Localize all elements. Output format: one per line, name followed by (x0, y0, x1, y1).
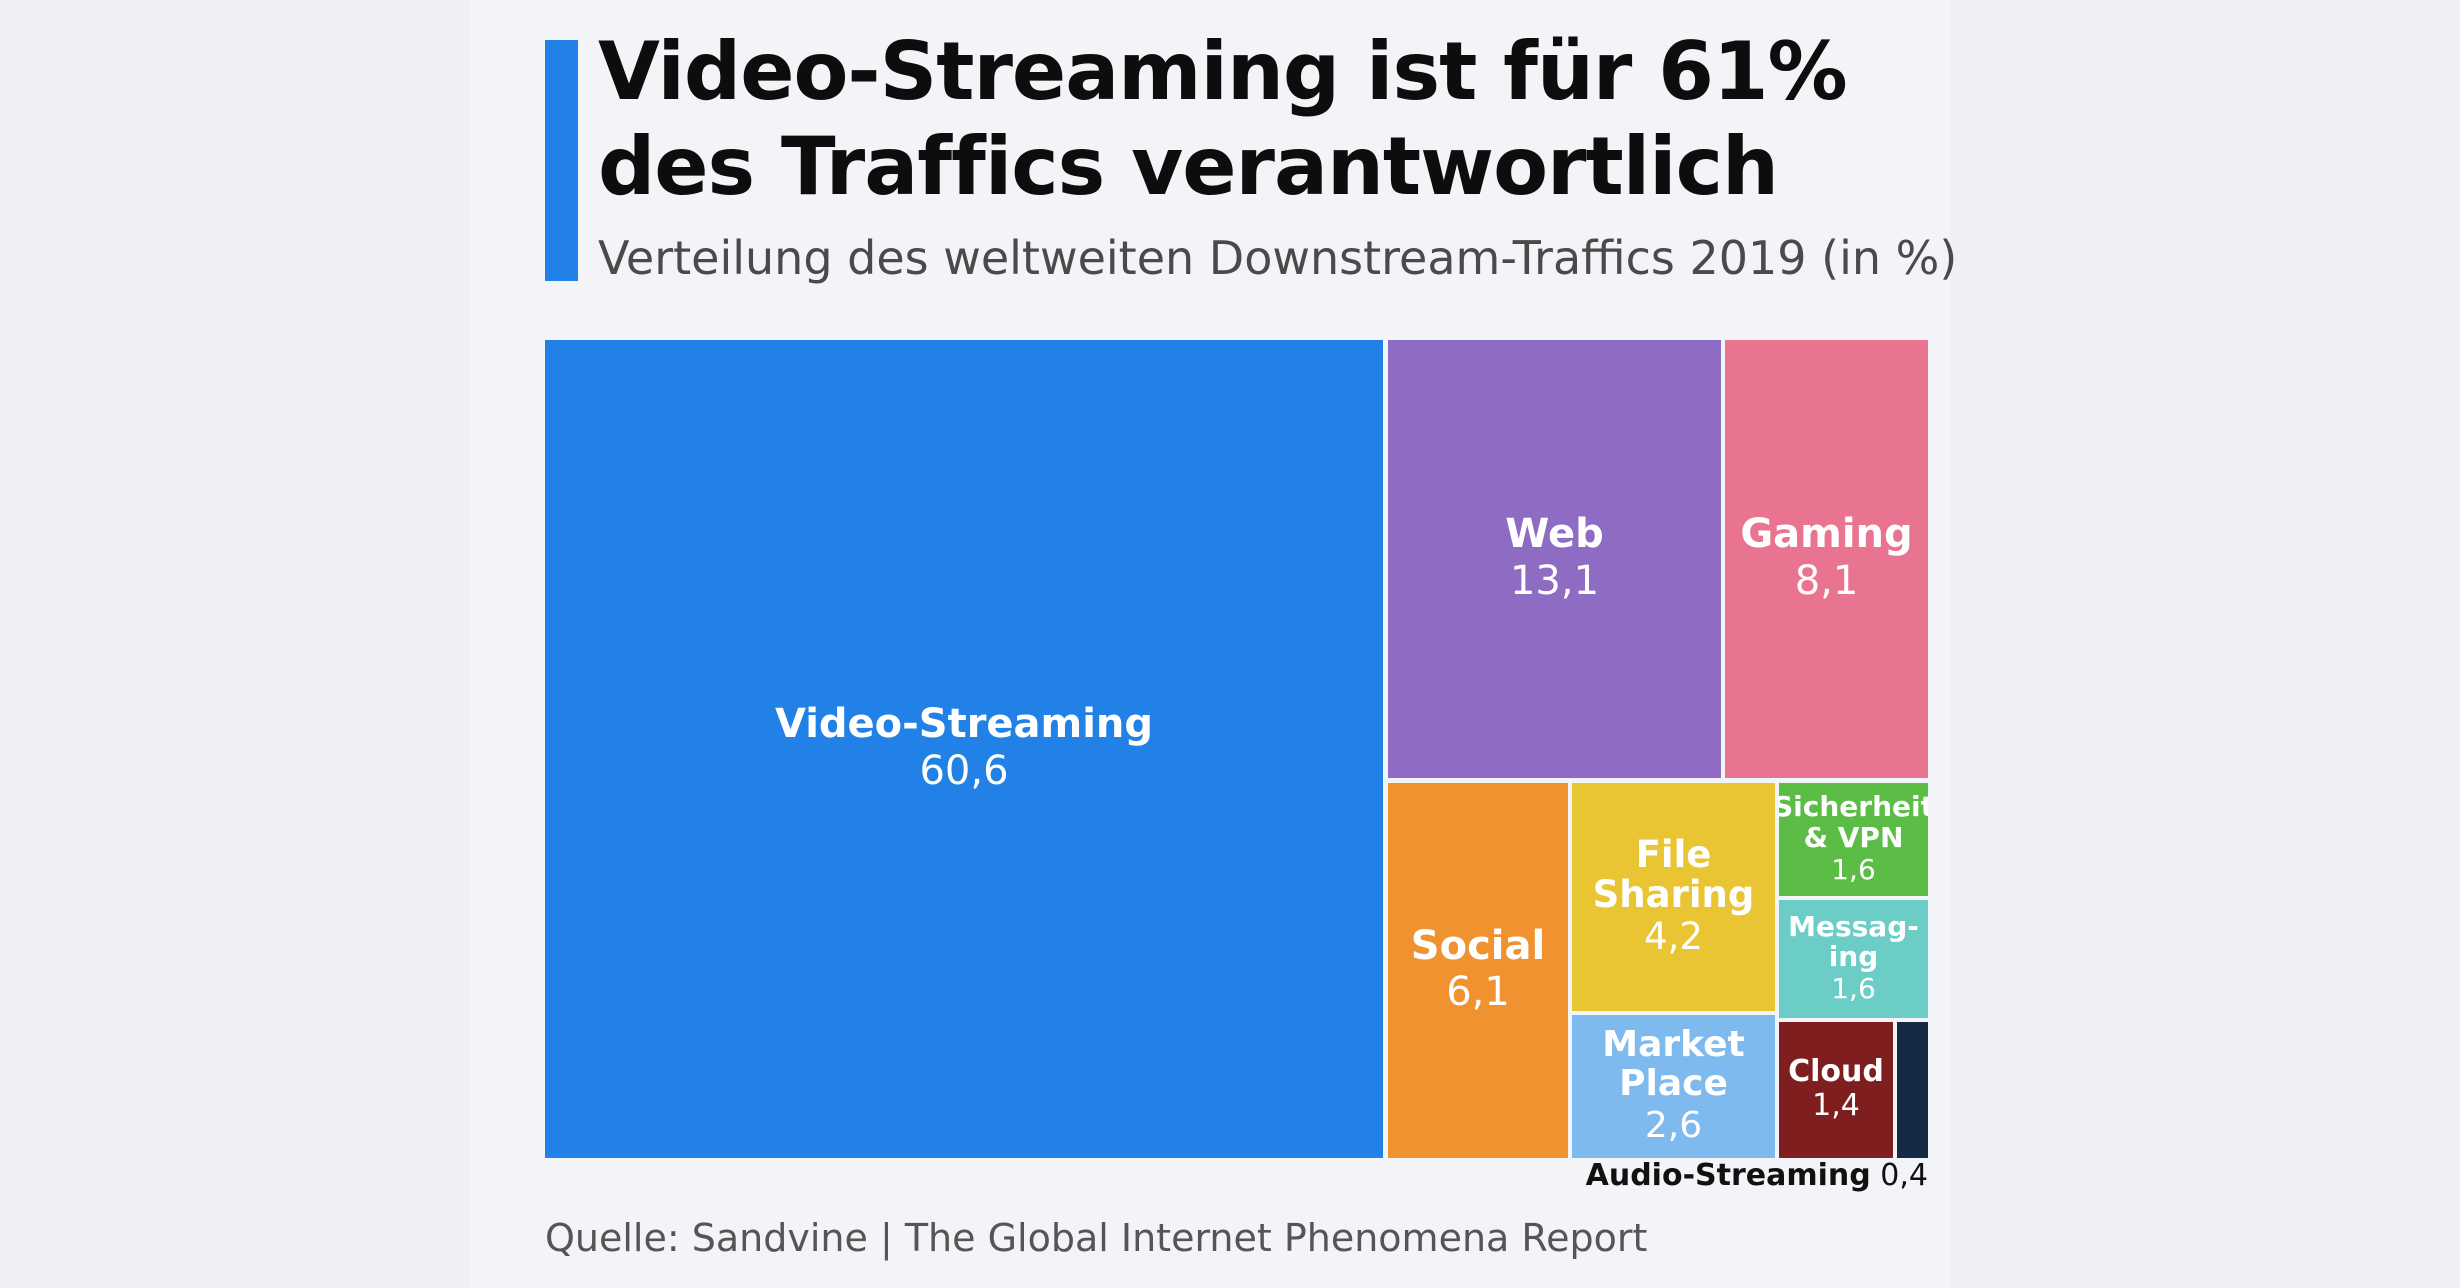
tile-value: 1,4 (1812, 1088, 1860, 1124)
source-note: Quelle: Sandvine | The Global Internet P… (545, 1216, 1648, 1260)
tile-value: 8,1 (1794, 557, 1859, 604)
title-line-2: des Traffics verantwortlich (598, 120, 1779, 213)
tile-label: Cloud (1788, 1053, 1884, 1089)
tile-value: 6,1 (1446, 969, 1510, 1016)
tile-label: Market Place (1602, 1024, 1745, 1104)
tile-sicherheit-vpn: Sicherheit & VPN 1,6 (1779, 783, 1928, 896)
tile-label: File Sharing (1592, 832, 1755, 916)
tile-video-streaming: Video-Streaming 60,6 (545, 340, 1383, 1158)
tile-value: 2,6 (1644, 1104, 1703, 1146)
tile-label: Sicherheit & VPN (1779, 790, 1928, 854)
tile-label: Video-Streaming (774, 701, 1154, 748)
tile-value: 13,1 (1509, 557, 1600, 604)
chart-title: Video-Streaming ist für 61% des Traffics… (598, 24, 1948, 214)
tile-label: Messag-ing (1788, 909, 1919, 974)
tile-label: Gaming (1740, 511, 1913, 558)
title-line-1: Video-Streaming ist für 61% (598, 25, 1848, 118)
tile-value: 4,2 (1644, 914, 1703, 958)
tile-label: Social (1410, 922, 1546, 969)
tile-messag-ing: Messag-ing 1,6 (1779, 900, 1928, 1018)
tile-value: 1,6 (1831, 972, 1876, 1006)
audio-streaming-callout: Audio-Streaming 0,4 (1586, 1158, 1928, 1193)
tile-web: Web 13,1 (1388, 340, 1721, 778)
audio-streaming-label: Audio-Streaming (1585, 1158, 1871, 1193)
tile-file-sharing: File Sharing 4,2 (1572, 783, 1775, 1011)
chart-subtitle: Verteilung des weltweiten Downstream-Tra… (598, 231, 1958, 285)
tile-market-place: Market Place 2,6 (1572, 1015, 1775, 1158)
tile-cloud: Cloud 1,4 (1779, 1022, 1893, 1158)
tile-value: 1,6 (1831, 852, 1876, 886)
tile-value: 60,6 (919, 747, 1009, 794)
title-accent-bar (545, 40, 578, 281)
tile-label: Web (1505, 511, 1604, 558)
tile-social: Social 6,1 (1388, 783, 1568, 1158)
audio-streaming-value: 0,4 (1880, 1158, 1928, 1193)
tile-audio-streaming (1897, 1022, 1928, 1158)
treemap: Video-Streaming 60,6 Web 13,1 Gaming 8,1 Socia… (545, 340, 1928, 1158)
tile-gaming: Gaming 8,1 (1725, 340, 1928, 778)
